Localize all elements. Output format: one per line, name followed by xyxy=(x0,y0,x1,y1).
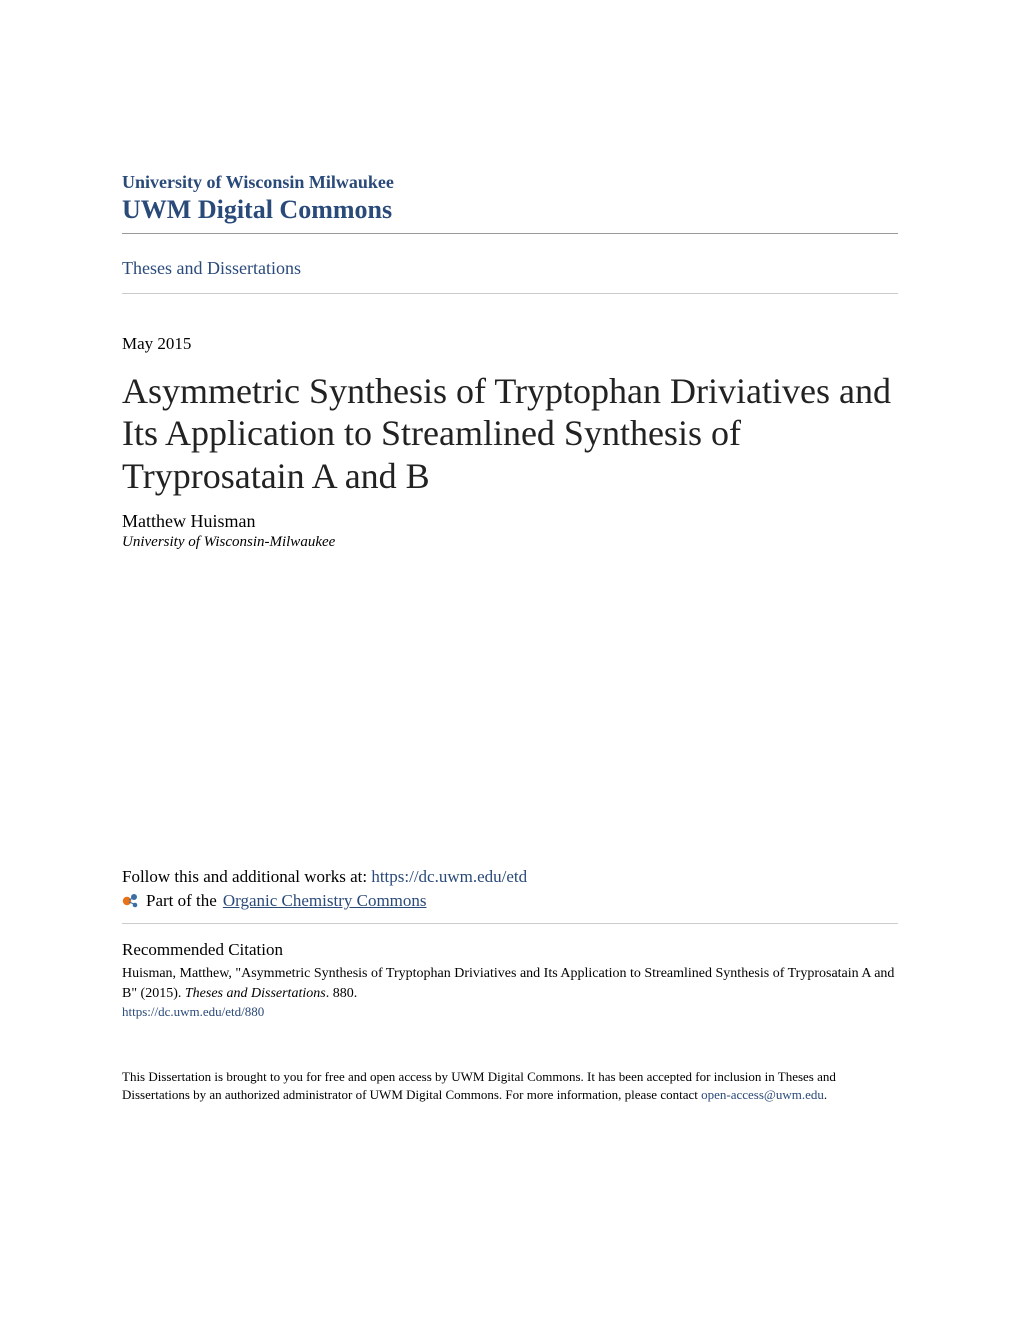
citation-series: Theses and Dissertations xyxy=(185,986,326,1001)
commons-link[interactable]: Organic Chemistry Commons xyxy=(223,891,427,911)
author-name: Matthew Huisman xyxy=(122,511,898,532)
footer-statement: This Dissertation is brought to you for … xyxy=(122,1068,898,1106)
repository-name[interactable]: UWM Digital Commons xyxy=(122,195,898,225)
citation-link[interactable]: https://dc.uwm.edu/etd/880 xyxy=(122,1004,898,1020)
follow-line: Follow this and additional works at: htt… xyxy=(122,867,898,887)
paper-title: Asymmetric Synthesis of Tryptophan Drivi… xyxy=(122,370,898,497)
part-of-prefix: Part of the xyxy=(146,891,217,911)
follow-section: Follow this and additional works at: htt… xyxy=(122,867,898,924)
follow-prefix: Follow this and additional works at: xyxy=(122,867,371,886)
page-content: University of Wisconsin Milwaukee UWM Di… xyxy=(0,0,1020,1165)
part-of-line: Part of the Organic Chemistry Commons xyxy=(122,891,898,911)
citation-text-2: . 880. xyxy=(326,986,358,1001)
citation-block: Recommended Citation Huisman, Matthew, "… xyxy=(122,940,898,1019)
breadcrumb: Theses and Dissertations xyxy=(122,244,898,294)
spacer xyxy=(122,551,898,867)
follow-url-link[interactable]: https://dc.uwm.edu/etd xyxy=(371,867,527,886)
repository-header: University of Wisconsin Milwaukee UWM Di… xyxy=(122,172,898,234)
citation-heading: Recommended Citation xyxy=(122,940,898,960)
breadcrumb-collection-link[interactable]: Theses and Dissertations xyxy=(122,258,301,278)
publication-date: May 2015 xyxy=(122,334,898,354)
author-affiliation: University of Wisconsin-Milwaukee xyxy=(122,534,898,551)
footer-text-2: . xyxy=(824,1087,827,1102)
citation-text: Huisman, Matthew, "Asymmetric Synthesis … xyxy=(122,964,898,1003)
footer-email-link[interactable]: open-access@uwm.edu xyxy=(701,1087,824,1102)
university-name: University of Wisconsin Milwaukee xyxy=(122,172,898,193)
network-icon xyxy=(122,892,140,910)
